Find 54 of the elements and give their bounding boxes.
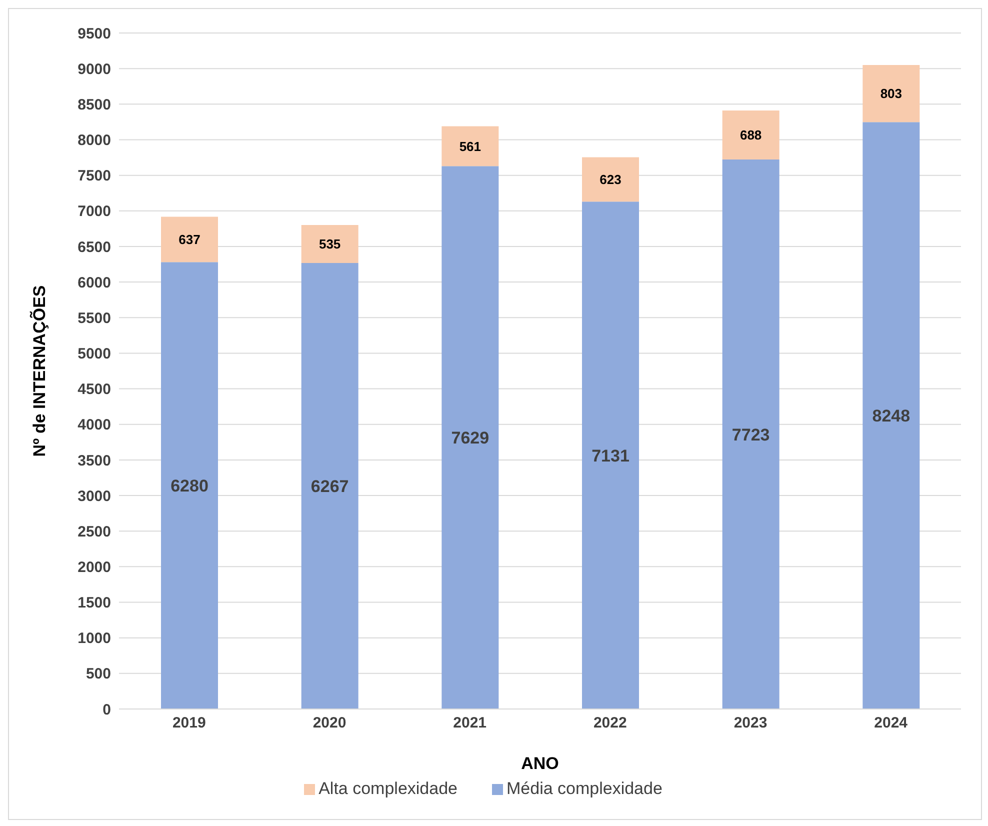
bar <box>862 122 920 709</box>
bar <box>161 262 218 709</box>
data-label: 6280 <box>170 476 208 496</box>
bar <box>442 166 499 709</box>
data-label: 803 <box>880 86 902 102</box>
bar <box>301 263 358 709</box>
y-tick-label: 500 <box>86 666 111 683</box>
data-label: 688 <box>740 128 762 143</box>
y-tick-label: 8500 <box>78 96 111 114</box>
data-label: 561 <box>459 138 482 154</box>
legend-label: Média complexidade <box>506 779 662 798</box>
x-tick-label: 2021 <box>453 714 487 732</box>
y-tick-label: 6500 <box>78 238 111 256</box>
bar <box>301 224 358 264</box>
bar <box>582 157 639 202</box>
y-tick-label: 5000 <box>78 346 111 363</box>
x-tick-label: 2019 <box>172 714 206 732</box>
y-tick-label: 7000 <box>78 203 111 220</box>
y-tick-label: 6000 <box>78 274 111 292</box>
data-label: 7629 <box>451 428 490 448</box>
data-label: 7723 <box>732 425 770 444</box>
y-tick-label: 3000 <box>78 488 111 505</box>
y-tick-label: 3500 <box>78 452 111 470</box>
bar <box>582 202 639 709</box>
bar <box>161 216 218 262</box>
y-tick-label: 4500 <box>78 381 111 398</box>
x-axis-title: ANO <box>521 754 559 773</box>
y-tick-label: 8000 <box>78 132 111 150</box>
data-label: 623 <box>600 172 622 188</box>
y-tick-label: 1500 <box>78 594 111 612</box>
x-tick-label: 2024 <box>874 714 908 732</box>
data-label: 8248 <box>872 406 910 426</box>
data-label: 535 <box>318 236 341 252</box>
y-axis-title: Nº de INTERNAÇÕES <box>29 285 50 457</box>
bar <box>722 110 780 160</box>
legend-label: Alta complexidade <box>318 779 458 798</box>
y-tick-label: 4000 <box>78 416 111 434</box>
y-tick-label: 0 <box>102 701 111 718</box>
y-tick-label: 2500 <box>78 523 111 540</box>
bar <box>442 126 499 166</box>
data-label: 637 <box>178 232 200 248</box>
y-tick-label: 9500 <box>78 25 111 42</box>
bar <box>722 159 780 709</box>
data-label: 6267 <box>310 477 349 496</box>
y-tick-label: 2000 <box>78 559 111 576</box>
y-tick-label: 1000 <box>78 630 111 648</box>
y-tick-label: 5500 <box>78 310 111 327</box>
x-tick-label: 2022 <box>593 714 627 732</box>
bar <box>862 64 920 122</box>
y-tick-label: 7500 <box>78 168 111 185</box>
data-label: 7131 <box>592 446 630 466</box>
x-tick-label: 2023 <box>734 714 768 732</box>
x-tick-label: 2020 <box>312 714 346 732</box>
y-tick-label: 9000 <box>78 60 111 78</box>
